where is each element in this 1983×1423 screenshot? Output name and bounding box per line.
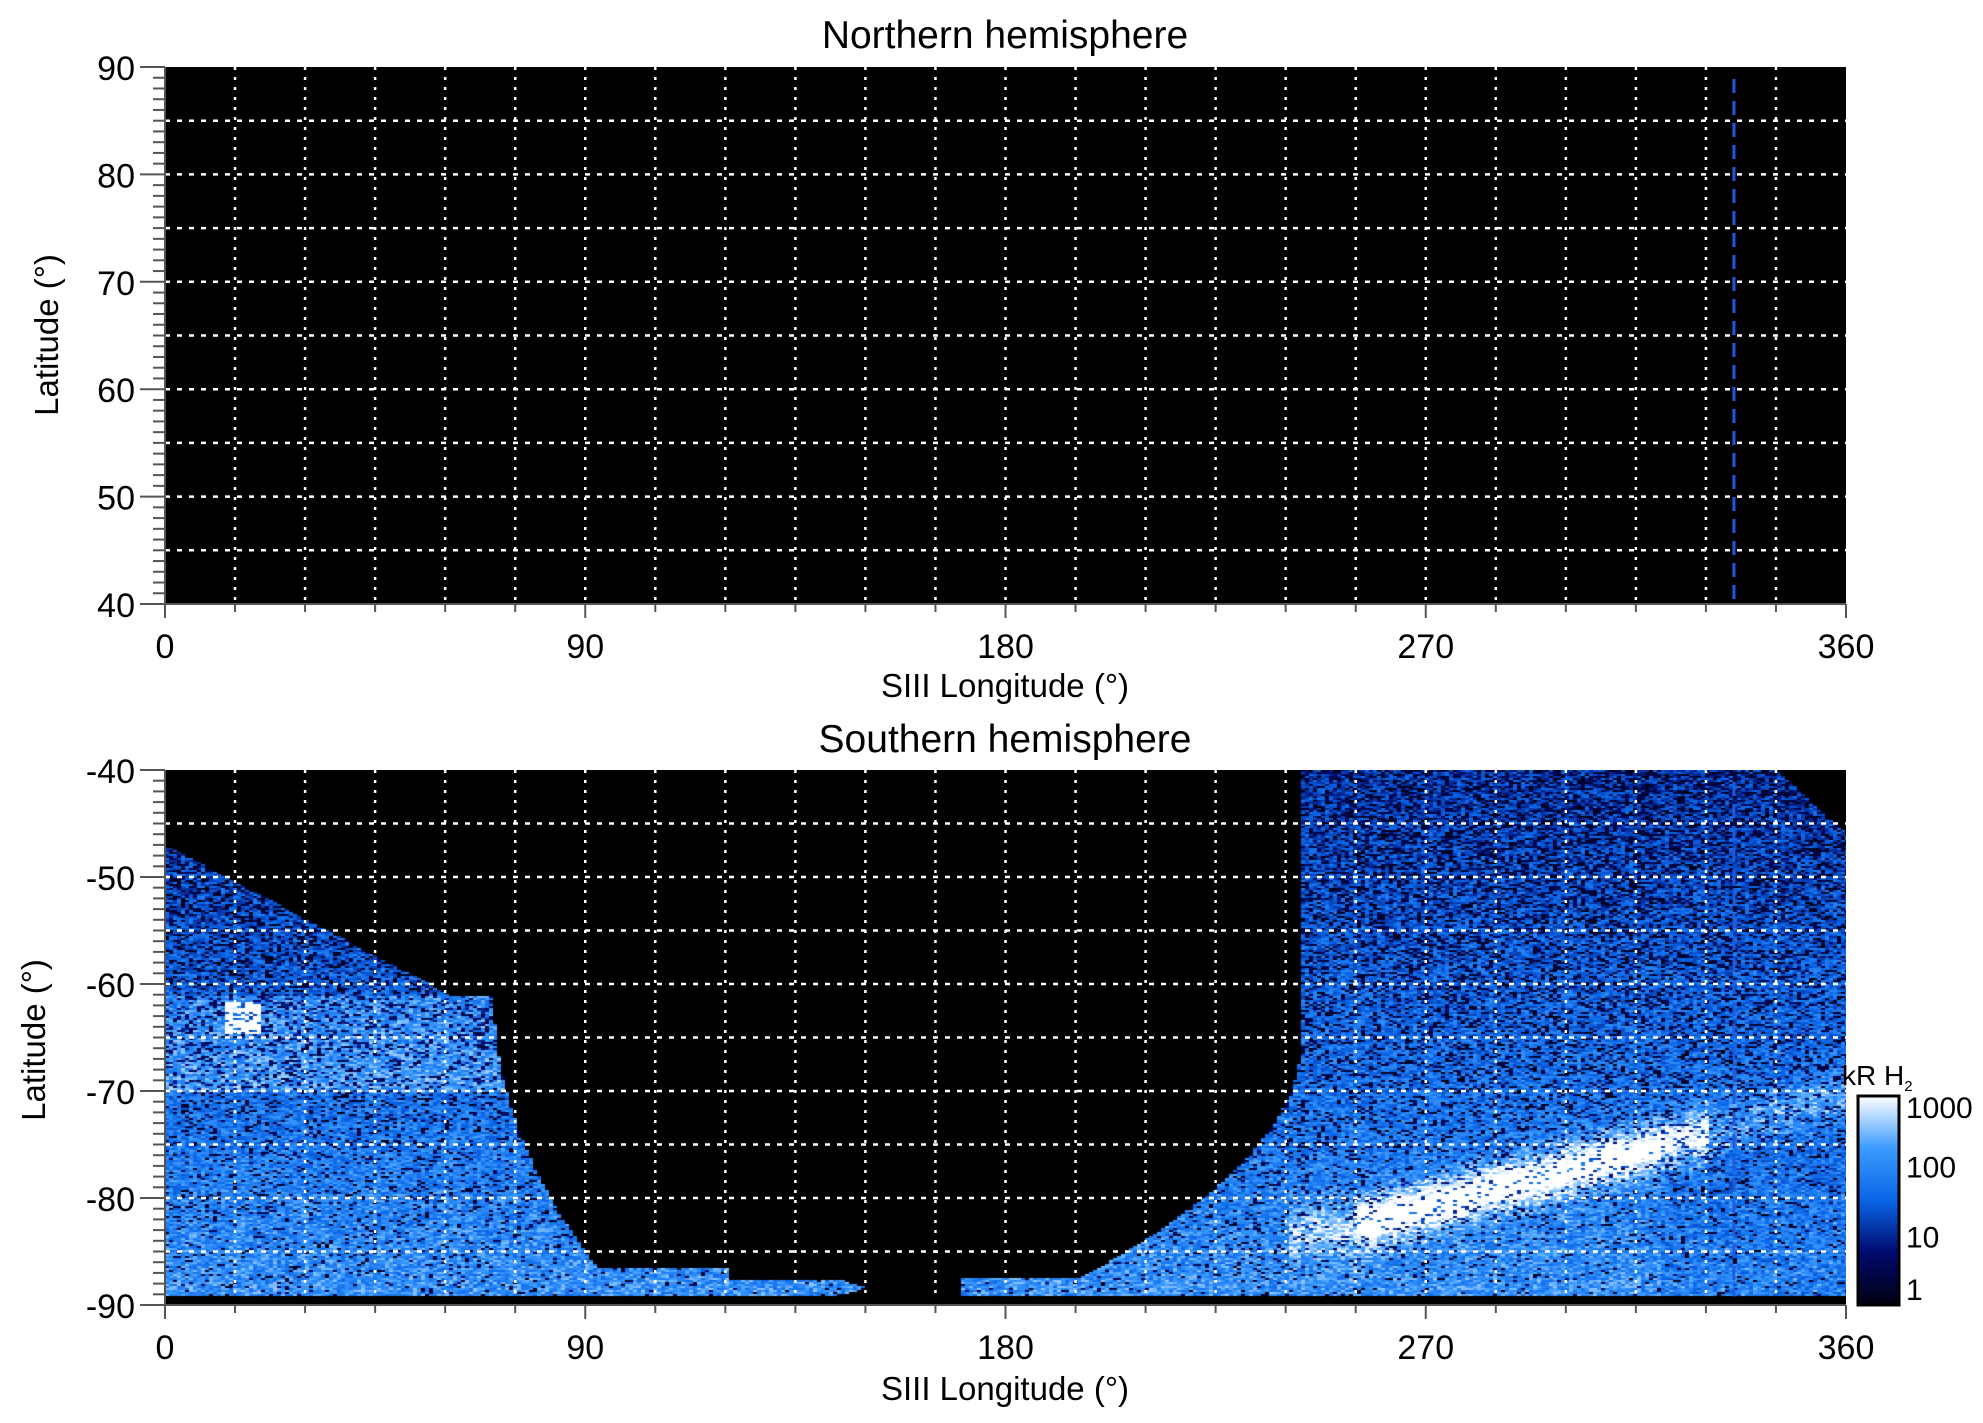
x-tick-label: 360: [1818, 628, 1875, 666]
x-tick-label: 360: [1818, 1329, 1875, 1367]
colorbar-tick-label: 1: [1906, 1274, 1923, 1307]
y-tick-label: 70: [97, 265, 135, 303]
y-tick-label: -60: [86, 967, 135, 1005]
y-tick-label: -90: [86, 1288, 135, 1326]
colorbar: [1856, 1094, 1901, 1307]
x-tick-label: 180: [977, 1329, 1034, 1367]
x-tick-label: 90: [566, 628, 604, 666]
colorbar-tick-label: 100: [1906, 1152, 1956, 1185]
y-tick-label: 80: [97, 157, 135, 195]
y-tick-label: 60: [97, 372, 135, 410]
y-tick-label: -40: [86, 753, 135, 791]
y-tick-label: -80: [86, 1181, 135, 1219]
north-xlabel: SIII Longitude (°): [881, 667, 1129, 704]
south-xlabel: SIII Longitude (°): [881, 1370, 1129, 1407]
colorbar-label: kR H2: [1842, 1060, 1913, 1095]
x-tick-label: 270: [1397, 1329, 1454, 1367]
north-title: Northern hemisphere: [822, 14, 1188, 57]
y-tick-label: -50: [86, 860, 135, 898]
south-ylabel: Latitude (°): [15, 959, 52, 1121]
x-tick-label: 90: [566, 1329, 604, 1367]
x-tick-label: 0: [156, 1329, 175, 1367]
pole-strip: [165, 1296, 1846, 1305]
y-tick-label: 90: [97, 50, 135, 88]
y-tick-label: -70: [86, 1074, 135, 1112]
x-tick-label: 0: [156, 628, 175, 666]
x-tick-label: 180: [977, 628, 1034, 666]
colorbar-tick-label: 10: [1906, 1221, 1939, 1254]
y-tick-label: 50: [97, 480, 135, 518]
colorbar-tick-label: 1000: [1906, 1092, 1973, 1125]
y-tick-label: 40: [97, 587, 135, 625]
north-ylabel: Latitude (°): [28, 254, 65, 416]
south-title: Southern hemisphere: [819, 718, 1192, 761]
x-tick-label: 270: [1397, 628, 1454, 666]
